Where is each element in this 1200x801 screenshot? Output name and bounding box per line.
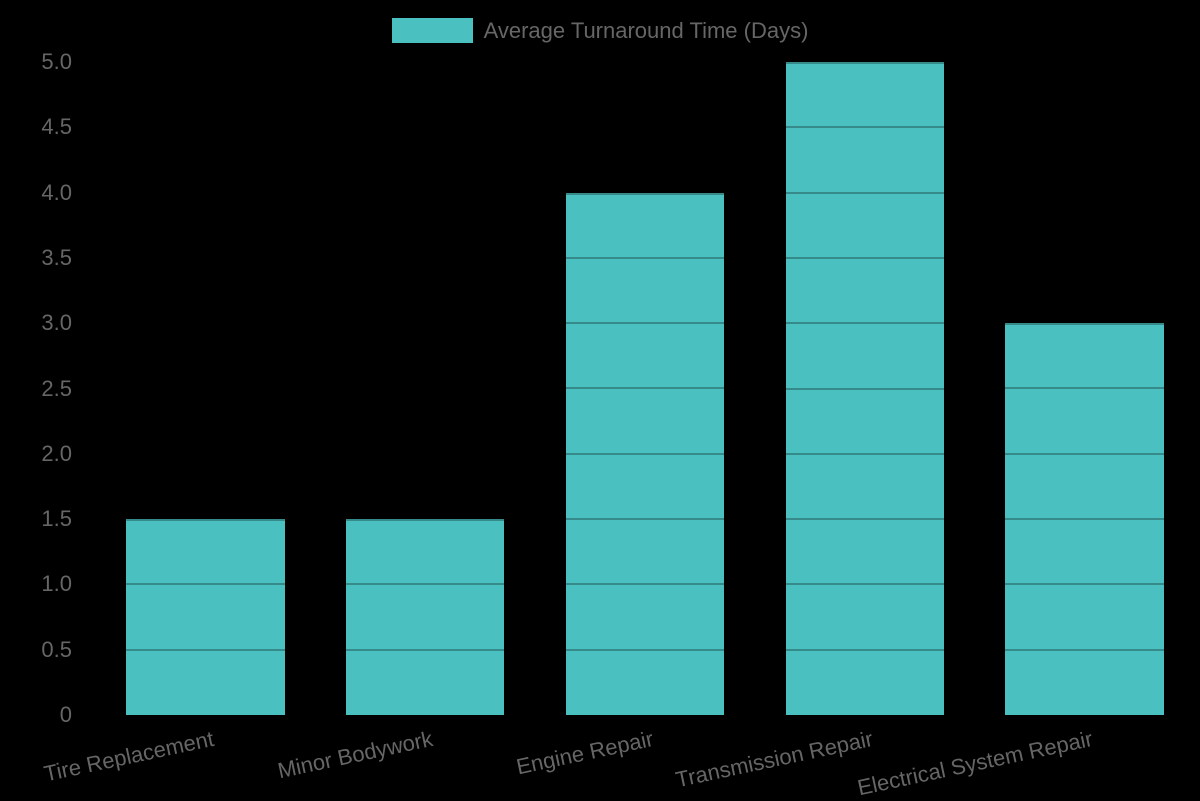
- gridline-over-bar: [785, 62, 944, 64]
- chart-legend: Average Turnaround Time (Days): [0, 18, 1200, 43]
- gridline-over-bar: [346, 519, 505, 522]
- gridline-over-bar: [565, 452, 725, 455]
- legend-color-swatch: [391, 18, 473, 43]
- gridline-over-bar: [346, 648, 505, 651]
- legend-label: Average Turnaround Time (Days): [483, 18, 809, 43]
- gridline-over-bar: [565, 583, 725, 586]
- y-tick-label-2.0: 2.0: [41, 440, 72, 466]
- x-category-label-engine-repair: Engine Repair: [513, 726, 656, 780]
- legend-item-average-turnaround-time[interactable]: Average Turnaround Time (Days): [391, 18, 809, 43]
- gridline-over-bar: [565, 256, 725, 259]
- y-tick-label-1.0: 1.0: [41, 571, 72, 597]
- bar-minor-bodywork: [346, 519, 505, 715]
- y-tick-label-4.0: 4.0: [41, 179, 72, 205]
- y-tick-label-0.5: 0.5: [41, 636, 72, 662]
- gridline-over-bar: [346, 583, 505, 586]
- gridline-over-bar: [565, 648, 725, 651]
- gridline-over-bar: [785, 648, 944, 651]
- gridline-over-bar: [1005, 452, 1164, 455]
- y-tick-label-0: 0: [59, 702, 72, 727]
- gridline-over-bar: [1005, 518, 1164, 521]
- gridline-over-bar: [785, 126, 944, 129]
- gridline-over-bar: [1005, 648, 1164, 651]
- bar-transmission-repair: [785, 62, 944, 715]
- y-tick-label-3.5: 3.5: [41, 244, 72, 270]
- gridline-over-bar: [565, 518, 725, 521]
- y-tick-label-1.5: 1.5: [41, 506, 72, 532]
- x-category-label-tire-replacement: Tire Replacement: [41, 726, 216, 787]
- y-tick-label-2.5: 2.5: [41, 375, 72, 401]
- gridline-over-bar: [785, 518, 944, 521]
- gridline-over-bar: [126, 583, 285, 586]
- y-tick-label-3.0: 3.0: [41, 310, 72, 336]
- gridline-over-bar: [565, 192, 725, 195]
- gridline-over-bar: [785, 583, 944, 586]
- y-tick-label-4.5: 4.5: [41, 114, 72, 140]
- bar-engine-repair: [565, 192, 725, 715]
- x-category-label-electrical-system-repair: Electrical System Repair: [855, 726, 1095, 801]
- bar-tire-replacement: [126, 519, 285, 715]
- gridline-over-bar: [1005, 583, 1164, 586]
- gridline-over-bar: [126, 519, 285, 522]
- y-tick-label-5.0: 5.0: [41, 49, 72, 74]
- gridline-over-bar: [785, 452, 944, 455]
- x-category-label-minor-bodywork: Minor Bodywork: [275, 726, 436, 784]
- gridline-over-bar: [785, 387, 944, 390]
- gridline-over-bar: [565, 387, 725, 390]
- gridline-over-bar: [565, 322, 725, 325]
- bar-electrical-system-repair: [1005, 323, 1164, 715]
- gridline-over-bar: [126, 648, 285, 651]
- gridline-over-bar: [785, 322, 944, 325]
- gridline-over-bar: [1005, 323, 1164, 326]
- gridline-over-bar: [1005, 387, 1164, 390]
- gridline-over-bar: [785, 256, 944, 259]
- x-category-label-transmission-repair: Transmission Repair: [673, 726, 876, 793]
- gridline-over-bar: [785, 191, 944, 194]
